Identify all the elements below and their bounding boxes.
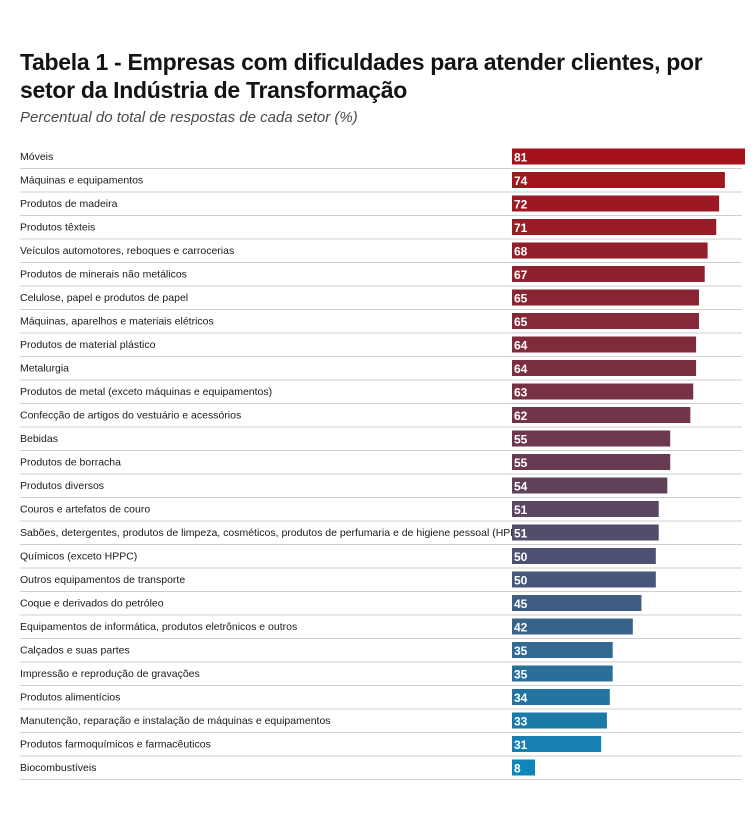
category-label: Máquinas e equipamentos [20,175,143,187]
value-label: 81 [514,151,528,165]
category-label: Calçados e suas partes [20,645,130,657]
bar [512,712,607,729]
value-label: 72 [514,198,528,212]
bar [512,501,659,517]
bar [512,430,671,447]
value-label: 42 [514,621,528,635]
value-label: 55 [514,456,528,470]
category-label: Produtos de material plástico [20,339,156,351]
bar [512,383,694,400]
value-label: 31 [514,738,528,752]
category-label: Veículos automotores, reboques e carroce… [20,245,234,257]
category-label: Confecção de artigos do vestuário e aces… [20,410,241,422]
bar [512,665,613,682]
value-label: 45 [514,597,528,611]
value-label: 64 [514,339,528,353]
bar [512,736,602,752]
category-label: Produtos alimentícios [20,692,120,704]
category-label: Manutenção, reparação e instalação de má… [20,715,331,727]
value-label: 71 [514,221,528,235]
value-label: 33 [514,715,528,729]
value-label: 65 [514,292,528,306]
value-label: 51 [514,503,528,517]
bar [512,571,656,588]
value-label: 68 [514,245,528,259]
bar [512,618,633,635]
bar [512,313,699,329]
bar [512,524,659,541]
bar [512,289,699,306]
category-label: Produtos farmoquímicos e farmacêuticos [20,739,211,751]
category-label: Produtos de minerais não metálicos [20,269,187,281]
category-label: Sabões, detergentes, produtos de limpeza… [20,527,528,539]
bar [512,336,697,353]
category-label: Produtos de metal (exceto máquinas e equ… [20,386,272,398]
category-label: Máquinas, aparelhos e materiais elétrico… [20,316,214,328]
category-label: Produtos diversos [20,480,104,492]
bar [512,548,656,564]
category-label: Metalurgia [20,363,69,375]
value-label: 62 [514,409,528,423]
category-label: Impressão e reprodução de gravações [20,668,200,680]
value-label: 54 [514,480,528,494]
value-label: 74 [514,174,528,188]
category-label: Equipamentos de informática, produtos el… [20,621,297,633]
category-label: Bebidas [20,433,58,445]
bar [512,195,720,212]
bar [512,266,705,282]
value-label: 35 [514,644,528,658]
bar [512,219,717,235]
value-label: 64 [514,362,528,376]
category-label: Couros e artefatos de couro [20,504,150,516]
bar [512,172,725,188]
bar [512,477,668,494]
value-label: 35 [514,668,528,682]
category-label: Produtos de madeira [20,198,118,210]
bar [512,242,708,259]
bar [512,360,697,376]
value-label: 55 [514,433,528,447]
value-label: 50 [514,574,528,588]
chart-title: Tabela 1 - Empresas com dificuldades par… [20,49,703,103]
value-label: 63 [514,386,528,400]
value-label: 50 [514,550,528,564]
value-label: 67 [514,268,528,282]
bar [512,759,536,776]
value-label: 8 [514,762,521,776]
category-label: Coque e derivados do petróleo [20,598,164,610]
bar [512,148,745,165]
category-label: Celulose, papel e produtos de papel [20,292,188,304]
value-label: 51 [514,527,528,541]
value-label: 34 [514,691,528,705]
bar [512,454,671,470]
category-label: Químicos (exceto HPPC) [20,551,137,563]
category-label: Produtos têxteis [20,222,95,234]
category-label: Biocombustíveis [20,762,96,774]
chart-subtitle: Percentual do total de respostas de cada… [20,109,358,126]
bar [512,642,613,658]
category-label: Outros equipamentos de transporte [20,574,185,586]
bar [512,689,610,705]
value-label: 65 [514,315,528,329]
bar [512,595,642,611]
bar [512,407,691,423]
category-label: Produtos de borracha [20,457,121,469]
category-label: Móveis [20,151,53,163]
